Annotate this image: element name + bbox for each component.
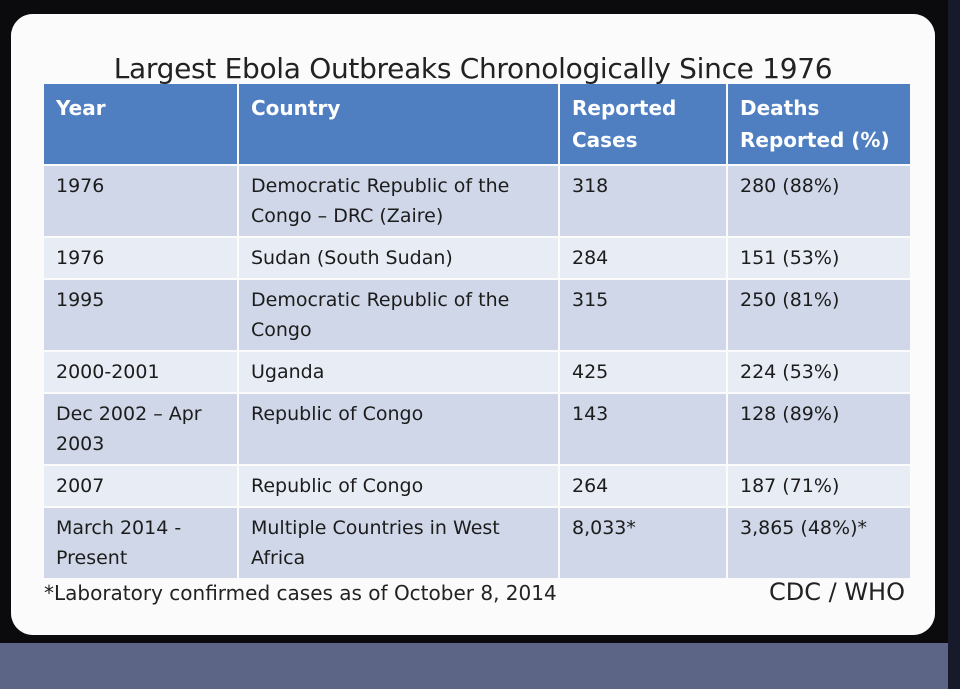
table-row: 2000-2001 Uganda 425 224 (53%) bbox=[44, 350, 910, 393]
table-row: March 2014 - Present Multiple Countries … bbox=[44, 506, 910, 578]
cell-country: Republic of Congo bbox=[238, 464, 560, 507]
header-deaths-reported: Deaths Reported (%) bbox=[727, 84, 910, 165]
cell-deaths: 151 (53%) bbox=[727, 236, 910, 279]
cell-year: Dec 2002 – Apr 2003 bbox=[44, 392, 239, 465]
cell-cases: 425 bbox=[559, 350, 728, 393]
slide-card-inner: Largest Ebola Outbreaks Chronologically … bbox=[11, 14, 935, 635]
cell-cases: 8,033* bbox=[559, 506, 728, 578]
cell-cases: 315 bbox=[559, 278, 728, 351]
cell-year: 1995 bbox=[44, 278, 239, 351]
cell-deaths: 3,865 (48%)* bbox=[727, 506, 910, 578]
cell-country: Sudan (South Sudan) bbox=[238, 236, 560, 279]
header-country: Country bbox=[238, 84, 560, 165]
table-row: Dec 2002 – Apr 2003 Republic of Congo 14… bbox=[44, 392, 910, 465]
cell-country: Democratic Republic of the Congo bbox=[238, 278, 560, 351]
footnote: *Laboratory confirmed cases as of Octobe… bbox=[44, 581, 557, 605]
header-reported-cases: Reported Cases bbox=[559, 84, 728, 165]
cell-country: Multiple Countries in West Africa bbox=[238, 506, 560, 578]
bottom-band bbox=[0, 643, 948, 689]
table-row: 1976 Sudan (South Sudan) 284 151 (53%) bbox=[44, 236, 910, 279]
cell-deaths: 280 (88%) bbox=[727, 164, 910, 237]
outbreak-table: Year Country Reported Cases Deaths Repor… bbox=[44, 84, 910, 578]
cell-cases: 143 bbox=[559, 392, 728, 465]
cell-deaths: 187 (71%) bbox=[727, 464, 910, 507]
cell-year: 1976 bbox=[44, 164, 239, 237]
table-row: 2007 Republic of Congo 264 187 (71%) bbox=[44, 464, 910, 507]
cell-cases: 264 bbox=[559, 464, 728, 507]
cell-year: 2000-2001 bbox=[44, 350, 239, 393]
cell-deaths: 224 (53%) bbox=[727, 350, 910, 393]
slide-title: Largest Ebola Outbreaks Chronologically … bbox=[113, 52, 833, 85]
cell-deaths: 250 (81%) bbox=[727, 278, 910, 351]
table-header-row: Year Country Reported Cases Deaths Repor… bbox=[44, 84, 910, 165]
cell-cases: 318 bbox=[559, 164, 728, 237]
cell-cases: 284 bbox=[559, 236, 728, 279]
cell-deaths: 128 (89%) bbox=[727, 392, 910, 465]
cell-year: 1976 bbox=[44, 236, 239, 279]
slide-card: Largest Ebola Outbreaks Chronologically … bbox=[11, 14, 935, 635]
cell-year: March 2014 - Present bbox=[44, 506, 239, 578]
cell-country: Democratic Republic of the Congo – DRC (… bbox=[238, 164, 560, 237]
right-edge bbox=[948, 0, 960, 689]
table-row: 1976 Democratic Republic of the Congo – … bbox=[44, 164, 910, 237]
header-year: Year bbox=[44, 84, 239, 165]
source-credit: CDC / WHO bbox=[768, 578, 905, 606]
cell-country: Republic of Congo bbox=[238, 392, 560, 465]
table-row: 1995 Democratic Republic of the Congo 31… bbox=[44, 278, 910, 351]
cell-country: Uganda bbox=[238, 350, 560, 393]
cell-year: 2007 bbox=[44, 464, 239, 507]
